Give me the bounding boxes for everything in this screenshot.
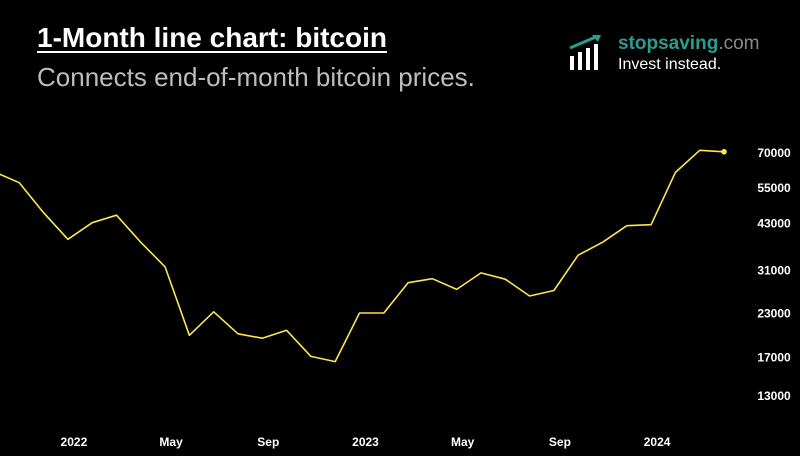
y-tick-label: 31000 bbox=[757, 264, 791, 278]
y-tick-label: 43000 bbox=[757, 216, 791, 230]
brand-tagline: Invest instead. bbox=[618, 56, 722, 73]
brand-name: stopsaving.com bbox=[618, 33, 760, 55]
x-tick-label: 2023 bbox=[352, 435, 379, 449]
y-tick-label: 70000 bbox=[757, 146, 791, 160]
series-line bbox=[0, 149, 725, 363]
brand-name-suffix: .com bbox=[718, 33, 760, 54]
chart-title: 1-Month line chart: bitcoin bbox=[37, 22, 387, 53]
y-tick-label: 17000 bbox=[757, 350, 791, 364]
x-tick-label: May bbox=[451, 435, 475, 449]
x-tick-label: May bbox=[159, 435, 183, 449]
y-tick-label: 23000 bbox=[757, 307, 791, 321]
chart-subtitle: Connects end-of-month bitcoin prices. bbox=[37, 62, 475, 92]
brand-name-main: stopsaving bbox=[618, 33, 719, 54]
series-group bbox=[0, 148, 727, 363]
y-axis: 13000 17000 23000 31000 43000 55000 70000 bbox=[757, 146, 791, 403]
x-tick-label: 2022 bbox=[61, 435, 88, 449]
bar-chart-growth-icon bbox=[569, 34, 601, 70]
brand-logo[interactable]: stopsaving.com Invest instead. bbox=[560, 28, 790, 88]
y-tick-label: 55000 bbox=[757, 181, 791, 195]
y-tick-label: 13000 bbox=[757, 389, 791, 403]
last-point-marker bbox=[721, 148, 727, 155]
x-tick-label: 2024 bbox=[644, 435, 671, 449]
x-tick-label: Sep bbox=[549, 435, 571, 449]
x-tick-label: Sep bbox=[257, 435, 279, 449]
x-axis: 2022 May Sep 2023 May Sep 2024 bbox=[61, 435, 671, 449]
